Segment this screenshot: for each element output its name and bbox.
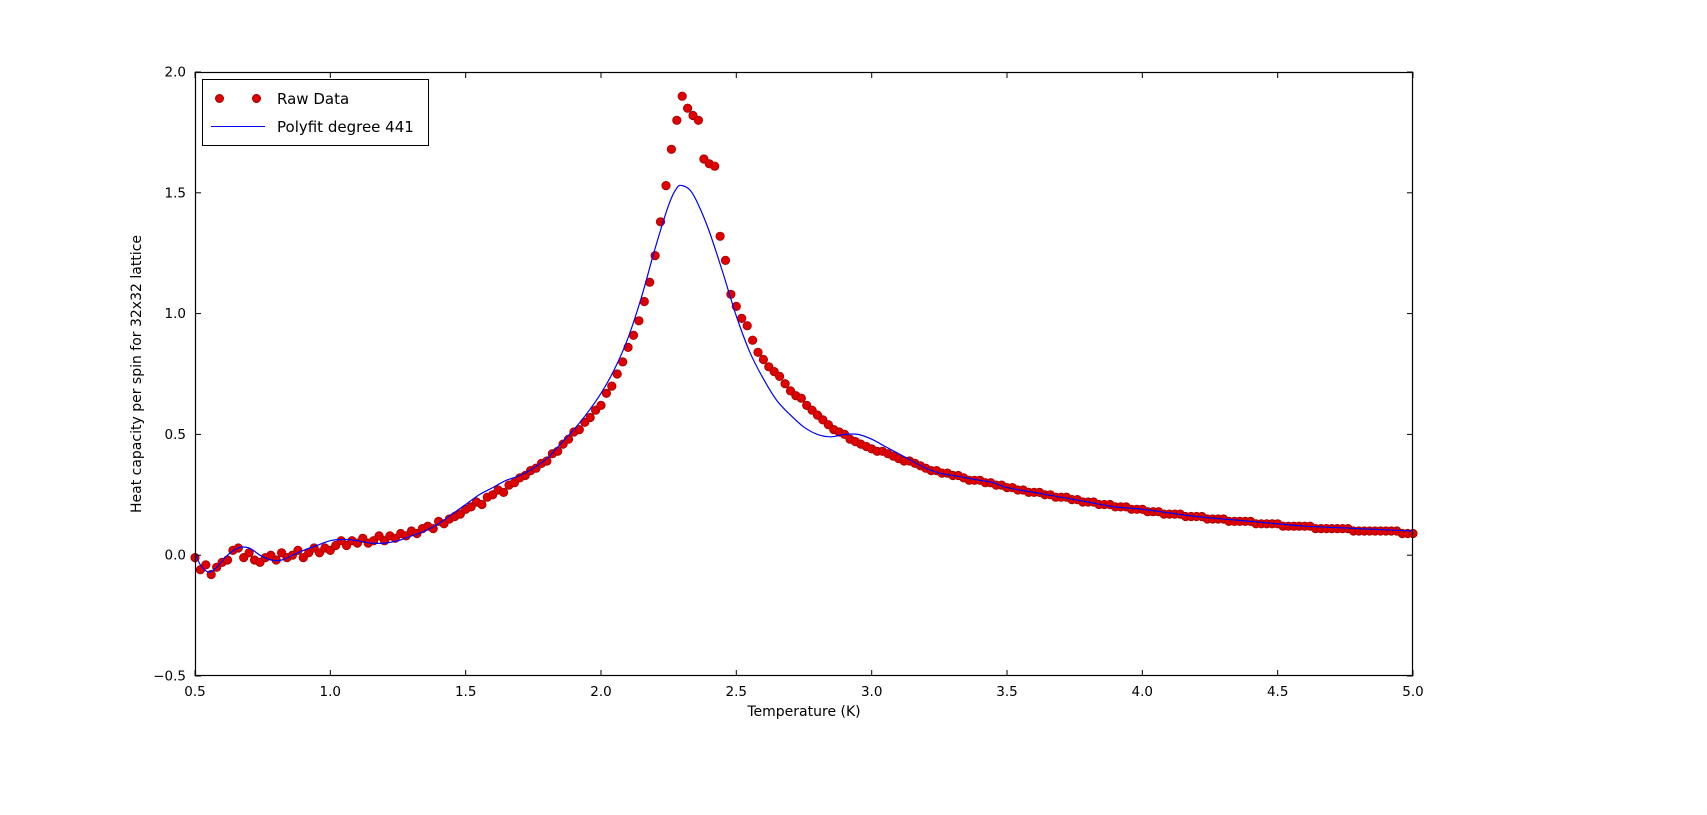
polyfit-line-swatch <box>211 126 265 127</box>
raw-data-dot-icon <box>252 94 261 103</box>
raw-data-point <box>677 91 687 101</box>
x-tick-label: 2.0 <box>590 684 611 700</box>
raw-data-point <box>682 103 693 113</box>
x-tick-label: 4.5 <box>1267 684 1288 700</box>
raw-data-point <box>720 255 731 265</box>
raw-data-point <box>774 371 785 381</box>
raw-data-point <box>693 115 704 125</box>
y-tick-label: −0.5 <box>153 669 186 685</box>
raw-data-point <box>666 144 677 154</box>
raw-data-point <box>634 316 644 326</box>
raw-data-point <box>498 487 509 497</box>
x-tick-label: 3.5 <box>996 684 1017 700</box>
raw-data-dot-icon <box>215 94 224 103</box>
raw-data-point <box>661 181 671 191</box>
raw-data-point <box>553 446 563 456</box>
raw-data-point <box>201 560 211 570</box>
raw-data-point <box>585 412 595 423</box>
legend-entry-polyfit: Polyfit degree 441 <box>211 113 414 140</box>
raw-data-point <box>796 393 806 403</box>
raw-data-point <box>574 424 584 435</box>
raw-data-point <box>607 381 617 391</box>
legend-entry-raw-data: Raw Data <box>211 85 414 112</box>
y-axis-label: Heat capacity per spin for 32x32 lattice <box>129 234 145 514</box>
x-tick-label: 4.0 <box>1132 684 1153 700</box>
x-tick-label: 1.5 <box>455 684 476 700</box>
x-tick-label: 0.5 <box>184 684 205 700</box>
legend: Raw Data Polyfit degree 441 <box>202 79 429 146</box>
raw-data-point <box>710 161 720 171</box>
raw-data-point <box>672 115 682 125</box>
y-tick-label: 2.0 <box>165 65 186 81</box>
y-tick-label: 1.5 <box>165 185 186 201</box>
raw-data-point <box>596 400 606 410</box>
x-tick-label: 2.5 <box>726 684 747 700</box>
legend-label-polyfit: Polyfit degree 441 <box>277 117 414 136</box>
raw-data-point <box>715 231 725 241</box>
raw-data-point <box>747 335 758 345</box>
y-tick-label: 1.0 <box>165 306 186 322</box>
raw-data-point <box>222 555 233 565</box>
plot-frame <box>194 71 1414 677</box>
raw-data-point <box>780 379 790 389</box>
raw-data-point <box>753 347 763 357</box>
raw-data-point <box>477 499 487 510</box>
raw-data-marker-icon <box>211 94 265 103</box>
polyfit-line-icon <box>211 126 265 127</box>
legend-label-raw-data: Raw Data <box>277 89 350 108</box>
y-tick-label: 0.0 <box>165 548 186 564</box>
x-axis-label: Temperature (K) <box>747 704 861 720</box>
raw-data-point <box>758 354 769 365</box>
raw-data-point <box>742 321 752 331</box>
x-tick-label: 5.0 <box>1402 684 1423 700</box>
raw-data-point <box>612 369 622 379</box>
y-tick-label: 0.5 <box>165 427 186 443</box>
raw-data-point <box>542 456 552 466</box>
polyfit-line <box>194 184 1414 573</box>
raw-data-point <box>601 388 612 398</box>
x-tick-label: 3.0 <box>861 684 882 700</box>
x-tick-label: 1.0 <box>320 684 341 700</box>
